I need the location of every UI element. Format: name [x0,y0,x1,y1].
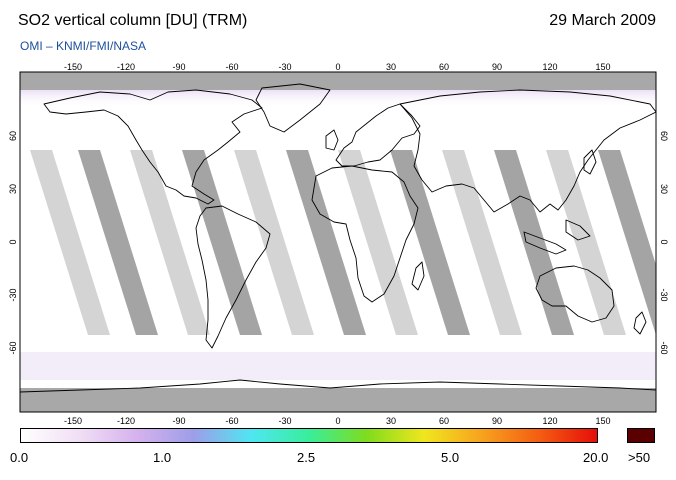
orbit-gap-swath [598,150,656,335]
lon-tick-label: 60 [439,62,449,72]
arctic-no-data [20,72,656,90]
lat-tick-label: 60 [659,131,669,141]
so2-world-map: -150 -120 -90 -60 -30 0 30 60 90 120 150… [8,62,669,426]
lon-tick-label: 0 [335,416,340,426]
lat-tick-label: 0 [8,239,18,244]
lon-tick-label: 90 [492,416,502,426]
orbit-gap-swath [234,150,314,335]
latitude-ticks-left: 60 30 0 -30 -60 [8,131,18,355]
lon-tick-label: -120 [117,416,135,426]
orbit-gap-swath [78,150,158,335]
map-title: SO2 vertical column [DU] (TRM) [18,12,248,29]
lon-tick-label: 30 [386,416,396,426]
colorbar-overflow-label: >50 [628,450,651,465]
orbit-gaps [30,150,656,335]
colorbar [20,428,598,443]
lon-tick-label: 150 [595,62,610,72]
lon-tick-label: 120 [542,416,557,426]
colorbar-label: 2.5 [297,450,316,465]
lon-tick-label: -30 [278,416,291,426]
coastlines [20,83,656,393]
orbit-gap-swath [546,150,626,335]
lon-tick-label: 60 [439,416,449,426]
lon-tick-label: -60 [225,416,238,426]
data-credit: OMI – KNMI/FMI/NASA [20,39,147,53]
orbit-gap-swath [494,150,574,335]
lat-tick-label: -30 [8,288,18,301]
lon-tick-label: -90 [172,416,185,426]
lon-tick-label: 0 [335,62,340,72]
longitude-ticks-top: -150 -120 -90 -60 -30 0 30 60 90 120 150 [64,62,611,72]
colorbar-overflow-swatch [627,428,655,443]
colorbar-label: 1.0 [153,450,172,465]
orbit-gap-swath [30,150,110,335]
lon-tick-label: 90 [492,62,502,72]
lat-tick-label: -30 [659,288,669,301]
lat-tick-label: -60 [8,341,18,354]
lat-tick-label: 0 [659,239,669,244]
lon-tick-label: -150 [64,416,82,426]
lon-tick-label: -150 [64,62,82,72]
lat-tick-label: -60 [659,341,669,354]
lon-tick-label: -60 [225,62,238,72]
lon-tick-label: -90 [172,62,185,72]
map-frame [19,71,657,413]
lat-tick-label: 30 [659,184,669,194]
latitude-ticks-right: 60 30 0 -30 -60 [659,131,669,355]
lon-tick-label: -30 [278,62,291,72]
map-date: 29 March 2009 [549,12,656,29]
lon-tick-label: 120 [542,62,557,72]
orbit-gap-swath [286,150,366,335]
lon-tick-label: 30 [386,62,396,72]
colorbar-label: 0.0 [10,450,29,465]
orbit-gap-swath [442,150,522,335]
lon-tick-label: 150 [595,416,610,426]
antarctic-no-data [20,388,656,412]
orbit-gap-swath [130,150,210,335]
colorbar-label: 5.0 [441,450,460,465]
colorbar-label: 20.0 [583,450,609,465]
lon-tick-label: -120 [117,62,135,72]
orbit-gap-swath [338,150,418,335]
longitude-ticks-bottom: -150 -120 -90 -60 -30 0 30 60 90 120 150 [64,416,611,426]
lat-tick-label: 60 [8,131,18,141]
lat-tick-label: 30 [8,184,18,194]
